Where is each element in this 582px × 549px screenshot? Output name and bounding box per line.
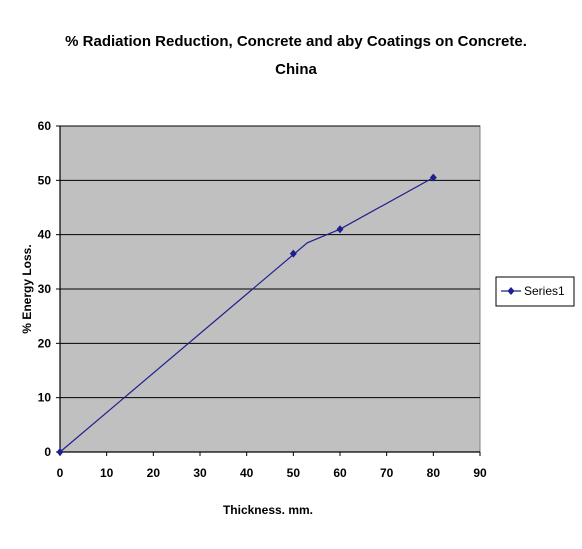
x-tick-label: 0 (57, 466, 64, 480)
data-point-marker (289, 249, 297, 258)
y-axis-label: % Energy Loss. (20, 244, 34, 333)
x-tick-label: 90 (473, 466, 487, 480)
x-tick-label: 30 (193, 466, 207, 480)
data-point-marker (336, 225, 344, 234)
y-tick-label: 30 (38, 282, 52, 296)
legend-marker (507, 287, 515, 295)
y-tick-label: 10 (38, 391, 52, 405)
x-tick-label: 40 (240, 466, 254, 480)
data-point-marker (56, 448, 64, 456)
x-axis-label: Thickness. mm. (223, 503, 313, 517)
y-tick-label: 40 (38, 228, 52, 242)
legend: Series1 (495, 276, 575, 307)
x-tick-label: 80 (427, 466, 441, 480)
data-point-marker (429, 173, 437, 182)
y-tick-label: 50 (38, 173, 52, 187)
legend-series-label: Series1 (524, 284, 565, 298)
x-tick-label: 10 (100, 466, 114, 480)
y-tick-label: 0 (44, 445, 51, 459)
chart-title-line2: China (275, 61, 317, 78)
series-layer (56, 173, 437, 456)
y-tick-label: 60 (38, 119, 52, 133)
x-axis-ticks: 0 10 20 30 40 50 60 70 80 90 (57, 452, 487, 480)
x-tick-label: 70 (380, 466, 394, 480)
y-axis-ticks: 0 10 20 30 40 50 60 (38, 119, 60, 459)
y-tick-label: 20 (38, 336, 52, 350)
gridlines (60, 125, 480, 399)
x-tick-label: 20 (147, 466, 161, 480)
x-tick-label: 60 (333, 466, 347, 480)
chart-title-line1: % Radiation Reduction, Concrete and aby … (65, 33, 527, 50)
series-line (59, 177, 434, 453)
x-tick-label: 50 (287, 466, 301, 480)
